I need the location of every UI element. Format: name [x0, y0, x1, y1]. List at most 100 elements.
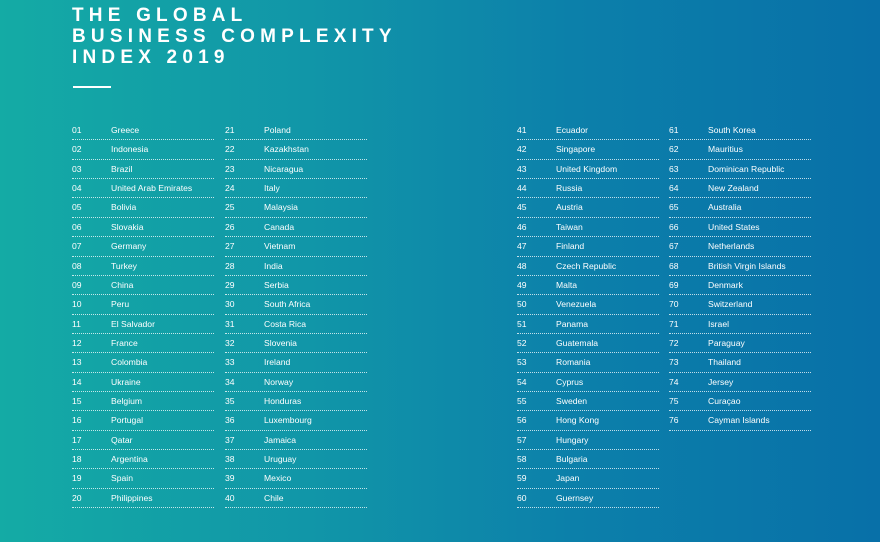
- ranking-row: 40 Chile: [225, 489, 367, 509]
- country-name: United Arab Emirates: [111, 183, 193, 194]
- rank-number: 71: [669, 318, 679, 329]
- ranking-row: 16 Portugal: [72, 411, 214, 431]
- country-name: Vietnam: [264, 241, 296, 252]
- ranking-row: 63 Dominican Republic: [669, 160, 811, 180]
- rank-number: 55: [517, 396, 527, 407]
- country-name: Costa Rica: [264, 318, 307, 329]
- country-name: Germany: [111, 241, 147, 252]
- country-name: Paraguay: [708, 337, 745, 348]
- rank-number: 58: [517, 454, 527, 465]
- country-name: Malta: [556, 279, 578, 290]
- country-name: Norway: [264, 376, 294, 387]
- country-name: Malaysia: [264, 202, 298, 213]
- country-name: Singapore: [556, 144, 596, 155]
- country-name: Mexico: [264, 473, 292, 484]
- country-name: Slovenia: [264, 337, 297, 348]
- country-name: Colombia: [111, 357, 148, 368]
- ranking-row: 52 Guatemala: [517, 334, 659, 354]
- rank-number: 38: [225, 454, 235, 465]
- rank-number: 13: [72, 357, 82, 368]
- rank-number: 45: [517, 202, 527, 213]
- country-name: Canada: [264, 221, 295, 232]
- rank-number: 62: [669, 144, 679, 155]
- rank-number: 20: [72, 492, 82, 503]
- country-name: China: [111, 279, 134, 290]
- rank-number: 29: [225, 279, 235, 290]
- rank-number: 34: [225, 376, 235, 387]
- rank-number: 28: [225, 260, 235, 271]
- country-name: Cayman Islands: [708, 415, 770, 426]
- rank-number: 18: [72, 454, 82, 465]
- rank-number: 51: [517, 318, 527, 329]
- rank-number: 15: [72, 396, 82, 407]
- country-name: South Africa: [264, 299, 311, 310]
- rank-number: 56: [517, 415, 527, 426]
- ranking-row: 65 Australia: [669, 198, 811, 218]
- rank-number: 40: [225, 492, 235, 503]
- rank-number: 01: [72, 125, 82, 135]
- rank-number: 25: [225, 202, 235, 213]
- country-name: Curaçao: [708, 396, 741, 407]
- country-name: Thailand: [708, 357, 741, 368]
- country-name: Slovakia: [111, 221, 144, 232]
- ranking-row: 06 Slovakia: [72, 218, 214, 238]
- ranking-row: 67 Netherlands: [669, 237, 811, 257]
- rank-number: 54: [517, 376, 527, 387]
- rank-number: 26: [225, 221, 235, 232]
- ranking-row: 17 Qatar: [72, 431, 214, 451]
- rank-number: 52: [517, 337, 527, 348]
- country-name: Switzerland: [708, 299, 753, 310]
- ranking-row: 12 France: [72, 334, 214, 354]
- country-name: Argentina: [111, 454, 148, 465]
- ranking-row: 07 Germany: [72, 237, 214, 257]
- rank-number: 60: [517, 492, 527, 503]
- ranking-row: 66 United States: [669, 218, 811, 238]
- rank-number: 17: [72, 434, 82, 445]
- title-line: BUSINESS COMPLEXITY: [72, 26, 397, 47]
- country-name: Bulgaria: [556, 454, 588, 465]
- country-name: Finland: [556, 241, 585, 252]
- ranking-row: 20 Philippines: [72, 489, 214, 509]
- rank-number: 32: [225, 337, 235, 348]
- ranking-row: 51 Panama: [517, 315, 659, 334]
- ranking-row: 71 Israel: [669, 315, 811, 334]
- ranking-row: 47 Finland: [517, 237, 659, 257]
- rank-number: 08: [72, 260, 82, 271]
- rank-number: 76: [669, 415, 679, 426]
- ranking-row: 31 Costa Rica: [225, 315, 367, 334]
- rank-number: 14: [72, 376, 82, 387]
- rank-number: 37: [225, 434, 235, 445]
- ranking-row: 04 United Arab Emirates: [72, 179, 214, 199]
- ranking-row: 09 China: [72, 276, 214, 296]
- ranking-column-1: 01 Greece 02 Indonesia 03 Brazil 04 United Arab…: [72, 121, 214, 509]
- rank-number: 30: [225, 299, 235, 310]
- country-name: Dominican Republic: [708, 163, 785, 174]
- country-name: Luxembourg: [264, 415, 312, 426]
- country-name: Poland: [264, 125, 291, 135]
- ranking-row: 05 Bolivia: [72, 198, 214, 218]
- ranking-row: 39 Mexico: [225, 469, 367, 489]
- ranking-row: 24 Italy: [225, 179, 367, 199]
- rank-number: 09: [72, 279, 82, 290]
- country-name: Austria: [556, 202, 583, 213]
- country-name: Greece: [111, 125, 140, 135]
- rank-number: 50: [517, 299, 527, 310]
- country-name: Mauritius: [708, 144, 743, 155]
- country-name: Nicaragua: [264, 163, 304, 174]
- ranking-row: 53 Romania: [517, 353, 659, 373]
- ranking-row: 41 Ecuador: [517, 121, 659, 141]
- title-line: INDEX 2019: [72, 47, 230, 68]
- ranking-row: 75 Curaçao: [669, 392, 811, 412]
- rank-number: 67: [669, 241, 679, 252]
- country-name: Netherlands: [708, 241, 755, 252]
- rank-number: 27: [225, 241, 235, 252]
- ranking-row: 61 South Korea: [669, 121, 811, 141]
- rank-number: 59: [517, 473, 527, 484]
- rank-number: 06: [72, 221, 82, 232]
- rank-number: 10: [72, 299, 82, 310]
- country-name: Japan: [556, 473, 580, 484]
- ranking-row: 38 Uruguay: [225, 450, 367, 470]
- ranking-row: 33 Ireland: [225, 353, 367, 373]
- country-name: Hungary: [556, 434, 589, 445]
- country-name: United Kingdom: [556, 163, 618, 174]
